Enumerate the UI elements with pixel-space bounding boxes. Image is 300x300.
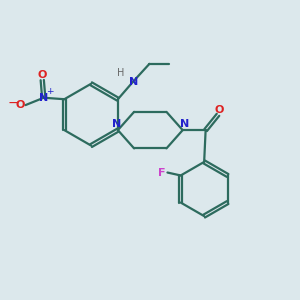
Text: −: − [8,96,20,110]
Text: N: N [179,118,189,129]
Text: O: O [215,104,224,115]
Text: +: + [46,87,54,96]
Text: N: N [129,76,138,86]
Text: H: H [117,68,124,78]
Text: N: N [112,118,121,129]
Text: O: O [16,100,25,110]
Text: O: O [38,70,47,80]
Text: F: F [158,167,166,178]
Text: N: N [39,93,48,103]
